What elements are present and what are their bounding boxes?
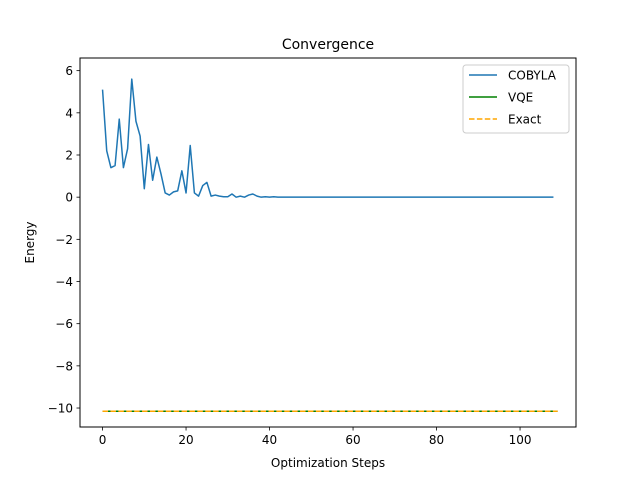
y-tick-label: −8	[55, 359, 73, 373]
x-tick-label: 80	[429, 433, 444, 447]
y-tick-label: 6	[65, 64, 73, 78]
series-line-cobyla	[101, 78, 554, 198]
legend-box	[462, 64, 570, 134]
y-tick-label: −6	[55, 317, 73, 331]
legend-label-exact: Exact	[508, 113, 542, 127]
y-tick-label: 0	[65, 191, 73, 205]
plot-area	[79, 57, 577, 428]
legend-label-cobyla: COBYLA	[508, 69, 557, 83]
chart-title: Convergence	[282, 37, 374, 53]
x-tick-label: 20	[178, 433, 193, 447]
series-layer	[101, 78, 558, 412]
y-tick-label: 4	[65, 106, 73, 120]
axes-frame	[79, 57, 577, 428]
x-tick-label: 40	[262, 433, 277, 447]
legend-label-vqe: VQE	[508, 91, 533, 105]
y-axis-label: Energy	[23, 221, 37, 263]
legend: COBYLA VQE Exact	[462, 64, 570, 134]
x-axis: 0 20 40 60 80 100	[99, 427, 532, 447]
y-axis: 6 4 2 0 −2 −4 −6 −8 −10	[48, 64, 80, 416]
x-tick-label: 100	[509, 433, 532, 447]
y-tick-label: −10	[48, 402, 73, 416]
y-tick-label: 2	[65, 148, 73, 162]
y-tick-label: −4	[55, 275, 73, 289]
x-tick-label: 60	[345, 433, 360, 447]
y-tick-label: −2	[55, 233, 73, 247]
x-axis-label: Optimization Steps	[271, 456, 385, 470]
x-tick-label: 0	[99, 433, 107, 447]
